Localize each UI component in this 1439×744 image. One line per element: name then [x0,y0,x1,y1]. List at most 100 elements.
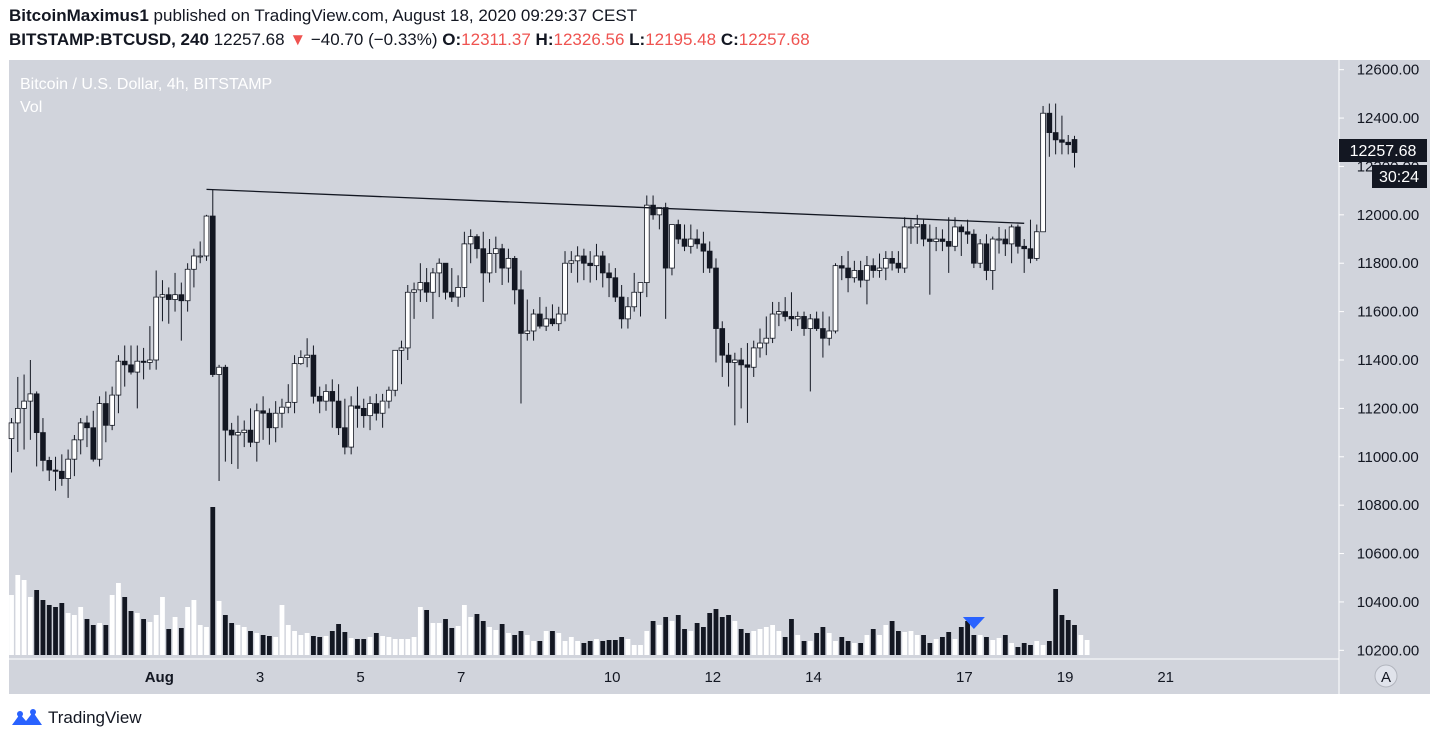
candle-body [323,391,329,402]
candle [530,309,537,341]
candle [631,272,638,312]
candle [291,355,298,414]
y-tick-label: 11800.00 [1357,255,1418,272]
candle-body [857,270,864,281]
candle-body [549,318,556,325]
volume-bar [789,619,794,655]
candle-body [467,236,474,245]
candle-body [964,231,971,235]
candle [1065,135,1072,155]
candle-body [543,318,549,327]
resistance-trendline[interactable] [206,188,1025,224]
candle [927,224,933,295]
volume-bar [153,615,159,655]
author-name[interactable]: BitcoinMaximus1 [9,6,149,25]
candle [920,219,927,247]
candle [77,418,84,455]
candle [247,408,254,448]
candle-body [260,410,266,414]
candle-body [493,248,499,254]
candle [864,255,870,305]
candle [27,360,34,440]
tradingview-brand: TradingView [48,708,142,727]
volume-bar [757,629,763,655]
candle-body [316,395,323,402]
candle-body [732,359,738,363]
volume-bar [984,637,989,655]
volume-bar [392,639,398,655]
candle [788,292,795,331]
candle-body [191,255,197,270]
volume-bar [40,600,46,655]
candle [908,219,914,244]
candle [933,226,939,252]
candle-body [750,347,757,368]
volume-bar [940,637,945,655]
candle-body [216,366,222,375]
auto-scale-button[interactable]: A [1374,664,1398,688]
candle-body [889,257,895,264]
candle [700,231,707,273]
last-price-tag: 12257.68 [1339,139,1427,162]
tradingview-footer[interactable]: TradingView [10,708,142,728]
candle-body [826,330,832,339]
candle-body [599,255,606,274]
high-value: 12326.56 [553,30,625,49]
candle [612,268,619,302]
volume-bar [499,624,505,655]
candle [436,258,443,298]
candle-body [675,224,682,240]
volume-bar [782,637,788,655]
candle-body [165,294,172,300]
candle [71,435,78,477]
candle [103,391,109,443]
candle-body [524,330,531,334]
volume-bar [273,637,279,655]
candle [537,297,543,329]
volume-bar [222,615,228,655]
candle [1002,229,1009,256]
volume-bar [726,615,731,655]
candle [417,263,424,302]
volume-bar [990,640,996,655]
countdown-tag-text: 30:24 [1379,169,1419,186]
volume-bar [336,624,341,655]
candle [857,260,864,288]
volume-bar [342,632,348,655]
candle [801,311,807,336]
candle-body [537,313,543,327]
candle [272,401,279,443]
candle [945,217,952,273]
candle-body [417,282,424,291]
candle [40,418,46,472]
candle-body [247,429,254,443]
candle-body [945,241,952,247]
candle [235,415,241,469]
candle-body [788,316,795,320]
volume-bar [562,641,568,655]
candle [807,314,814,392]
volume-bar [701,627,706,655]
volume-bar [550,631,555,655]
candle-body [1027,248,1034,259]
candle-body [807,318,814,329]
volume-bar [1015,647,1021,655]
candle-body [694,238,700,245]
candle [958,224,965,256]
price-chart[interactable]: 10200.00 10400.00 10600.00 10800.00 11000.00… [0,0,1439,700]
y-tick-label: 12000.00 [1357,207,1420,224]
open-label: O: [442,30,462,49]
candle-body [21,400,27,409]
candle-body [530,313,537,332]
volume-bar [833,641,838,655]
candle [367,396,373,431]
candle-body [625,306,631,320]
candle-body [581,255,587,264]
candle [939,229,946,252]
candle [511,255,518,305]
candle-body [618,296,625,320]
candle-body [1046,112,1053,133]
candle-body [184,268,191,302]
candle [165,287,172,324]
y-tick-label: 11600.00 [1357,304,1418,321]
